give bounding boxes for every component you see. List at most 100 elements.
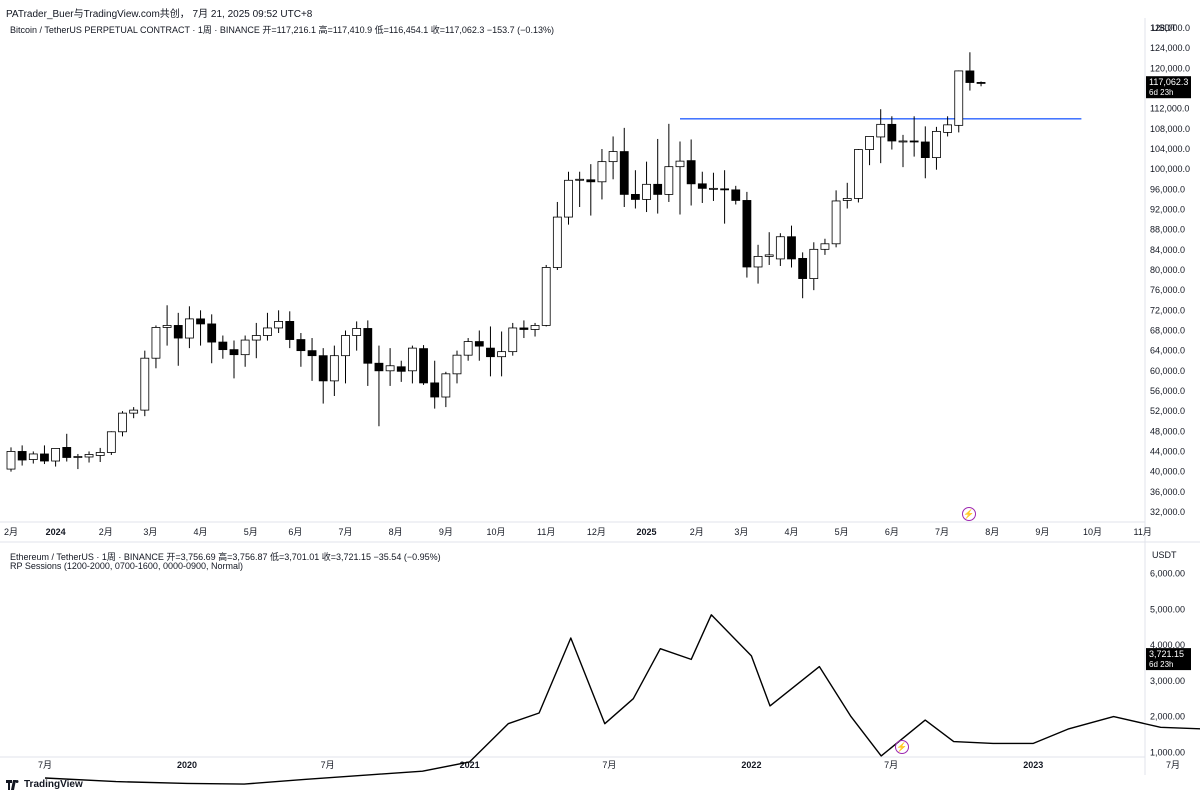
btc-candle	[608, 136, 618, 180]
btc-candle	[564, 171, 573, 225]
btc-symbol-legend[interactable]: Bitcoin / TetherUS PERPETUAL CONTRACT · …	[10, 25, 554, 35]
btc-candle-body	[842, 198, 852, 201]
btc-candle-body	[452, 354, 462, 375]
btc-candle	[263, 312, 272, 341]
btc-candle-body	[173, 325, 183, 339]
btc-candle	[329, 345, 339, 396]
btc-candle-body	[207, 323, 217, 343]
btc-price-tick-label: 40,000.0	[1150, 467, 1185, 477]
btc-time-tick-label: 6月	[288, 527, 302, 537]
btc-candle	[943, 116, 952, 137]
eth-time-tick-label: 2020	[177, 760, 197, 770]
btc-candle-body	[709, 187, 718, 190]
btc-candle	[474, 330, 484, 361]
btc-candle	[497, 331, 507, 377]
btc-price-tick-label: 48,000.0	[1150, 426, 1185, 436]
btc-candle	[396, 360, 406, 382]
btc-candle	[775, 233, 785, 266]
btc-candle	[274, 310, 284, 333]
btc-time-tick-label: 9月	[1035, 527, 1049, 537]
btc-candle-body	[463, 341, 473, 356]
eth-price-tick-label: 6,000.00	[1150, 569, 1185, 579]
btc-candle-body	[274, 321, 284, 329]
btc-candle	[552, 201, 562, 270]
btc-price-tag-bg	[1146, 76, 1191, 99]
btc-time-tick-label: 11月	[537, 527, 555, 537]
btc-candle	[898, 134, 908, 168]
btc-candle	[229, 340, 239, 379]
btc-price-tick-label: 52,000.0	[1150, 406, 1185, 416]
btc-candle	[118, 411, 127, 437]
btc-time-tick-label: 2025	[637, 527, 657, 537]
btc-candle-body	[118, 412, 127, 433]
tradingview-footer[interactable]: TradingView	[6, 779, 83, 790]
btc-candle-body	[597, 161, 607, 183]
btc-time-tick-label: 5月	[835, 527, 849, 537]
btc-candle	[731, 185, 741, 205]
btc-candle	[51, 448, 60, 467]
btc-candle-body	[430, 382, 440, 398]
eth-price-line	[44, 614, 1200, 785]
btc-price-tick-label: 64,000.0	[1150, 346, 1185, 356]
btc-price-tick-label: 112,000.0	[1150, 104, 1189, 114]
btc-candle	[909, 116, 919, 157]
btc-candle-body	[385, 365, 395, 372]
btc-price-tick-label: 100,000.0	[1150, 164, 1190, 174]
btc-candle-body	[40, 453, 49, 462]
btc-candle	[40, 445, 49, 465]
btc-candle-body	[954, 70, 964, 126]
eth-symbol-legend[interactable]: Ethereum / TetherUS · 1周 · BINANCE 开=3,7…	[10, 552, 441, 562]
btc-time-tick-label: 8月	[389, 527, 403, 537]
btc-price-tick-label: 96,000.0	[1150, 184, 1185, 194]
btc-candle-body	[631, 193, 640, 200]
btc-candle-body	[28, 453, 38, 460]
btc-candle-body	[307, 350, 317, 357]
btc-candle-body	[106, 431, 116, 453]
btc-candle-body	[775, 236, 785, 260]
eth-currency-label[interactable]: USDT	[1152, 550, 1177, 560]
btc-candle-body	[508, 327, 518, 353]
btc-time-tick-label: 3月	[734, 527, 748, 537]
btc-price-tick-label: 56,000.0	[1150, 386, 1185, 396]
btc-candle-body	[229, 349, 239, 356]
btc-candle-body	[341, 335, 350, 357]
btc-price-tick-label: 92,000.0	[1150, 205, 1185, 215]
btc-time-tick-label: 3月	[143, 527, 157, 537]
btc-candle-body	[184, 318, 194, 339]
btc-price-tick-label: 44,000.0	[1150, 446, 1185, 456]
btc-candle	[597, 149, 607, 200]
btc-event-lightning-icon[interactable]: ⚡	[962, 507, 976, 521]
btc-candle	[129, 407, 139, 419]
btc-candle	[374, 345, 384, 427]
btc-candle	[697, 171, 707, 203]
btc-candle-body	[753, 255, 763, 268]
btc-time-tick-label: 10月	[1083, 527, 1102, 537]
btc-candle-body	[764, 254, 774, 257]
btc-time-tick-label: 7月	[935, 527, 949, 537]
rp-sessions-indicator-legend[interactable]: RP Sessions (1200-2000, 0700-1600, 0000-…	[10, 561, 243, 571]
btc-time-tick-label: 8月	[985, 527, 999, 537]
btc-candle-body	[887, 123, 897, 142]
btc-candle	[73, 453, 83, 470]
btc-candle	[586, 164, 596, 216]
btc-candle-body	[686, 160, 696, 185]
btc-price-tick-label: 88,000.0	[1150, 225, 1185, 235]
btc-candle-body	[218, 341, 228, 351]
btc-time-tick-label: 6月	[885, 527, 899, 537]
btc-candle-body	[552, 216, 562, 268]
btc-candle	[920, 126, 930, 179]
eth-time-tick-label: 2021	[460, 760, 480, 770]
btc-candle	[184, 306, 194, 349]
btc-candle-body	[586, 179, 596, 183]
btc-candle	[876, 109, 886, 164]
btc-candle-body	[742, 200, 752, 268]
btc-currency-label[interactable]: USDT	[1152, 23, 1177, 33]
btc-candle-body	[575, 178, 585, 181]
eth-event-lightning-icon[interactable]: ⚡	[895, 740, 909, 754]
btc-candle	[84, 451, 94, 463]
btc-candle	[798, 252, 808, 299]
btc-candle	[954, 70, 964, 133]
btc-candle	[530, 322, 540, 337]
btc-candle-body	[653, 183, 663, 195]
